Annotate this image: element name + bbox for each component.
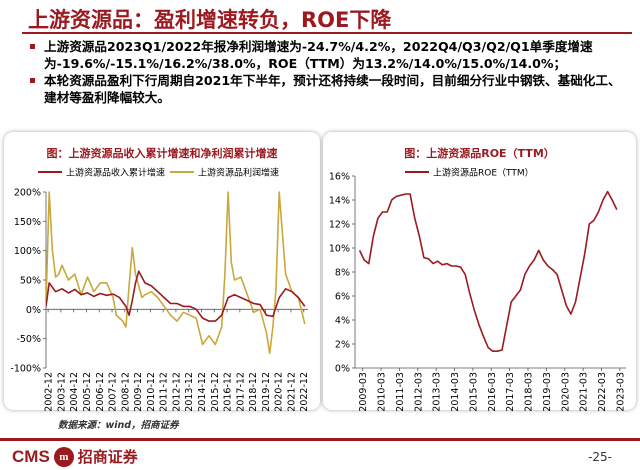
x-tick-label: 2014-03 (450, 372, 461, 412)
chart-title: 图：上游资源品ROE（TTM） (404, 147, 555, 160)
x-tick-label: 2016-12 (223, 372, 234, 412)
x-tick-label: 2006-12 (95, 372, 106, 412)
y-tick-label: 10% (329, 244, 350, 255)
y-tick-label: 8% (335, 268, 350, 279)
y-tick-label: 2% (335, 340, 350, 351)
x-tick-label: 2012-12 (171, 372, 182, 412)
y-tick-label: 200% (14, 188, 41, 199)
x-tick-label: 2021-03 (579, 372, 590, 412)
x-tick-label: 2010-12 (146, 372, 157, 412)
growth-chart: 上游资源品收入累计增速 上游资源品利润增速 -100% -50% 0% 50% 100% 15… (10, 167, 310, 412)
data-source-note: 数据来源：wind，招商证券 (58, 420, 179, 431)
y-tick-label: 100% (14, 246, 41, 257)
x-tick-label: 2011-03 (395, 372, 406, 412)
roe-chart-panel: 图：上游资源品ROE（TTM） 上游资源品ROE（TTM） 0% 2% 4% 6% 8% 1… (323, 132, 636, 412)
logo-cms-text: CMS (12, 446, 50, 466)
roe-chart: 上游资源品ROE（TTM） 0% 2% 4% 6% 8% 10% 12% 14% 16% 2009-… (329, 167, 627, 412)
page-number: -25- (588, 450, 612, 464)
x-tick-label: 2018-12 (248, 372, 259, 412)
growth-chart-panel: 图：上游资源品收入累计增速和净利润累计增速 上游资源品收入累计增速 上游资源品利润… (4, 132, 320, 412)
y-tick-label: 12% (329, 220, 350, 231)
title-underline (22, 32, 632, 34)
y-tick-label: -50% (16, 334, 41, 345)
x-tick-label: 2009-12 (133, 372, 144, 412)
x-tick-label: 2023-03 (615, 372, 626, 412)
x-tick-label: 2020-03 (560, 372, 571, 412)
x-tick-label: 2022-03 (597, 372, 608, 412)
bullet-text: 本轮资源品盈利下行周期自2021年下半年，预计还将持续一段时间，目前细分行业中钢… (44, 73, 621, 105)
logo-seal-icon: m (53, 446, 74, 467)
x-tick-label: 2010-03 (377, 372, 388, 412)
legend-label: 上游资源品ROE（TTM） (433, 167, 534, 179)
y-tick-label: 50% (20, 276, 41, 287)
x-tick-label: 2020-12 (274, 372, 285, 412)
x-tick-label: 2008-12 (120, 372, 131, 412)
x-tick-label: 2021-12 (286, 372, 297, 412)
x-tick-label: 2015-12 (210, 372, 221, 412)
bullet-marker (30, 78, 35, 83)
x-tick-label: 2004-12 (69, 372, 80, 412)
legend-label: 上游资源品利润增速 (198, 167, 279, 179)
footer-rule (0, 438, 640, 441)
x-tick-label: 2003-12 (56, 372, 67, 412)
x-tick-label: 2013-12 (184, 372, 195, 412)
x-tick-label: 2005-12 (82, 372, 93, 412)
y-tick-label: 16% (329, 172, 350, 183)
x-tick-label: 2011-12 (159, 372, 170, 412)
x-tick-label: 2013-03 (432, 372, 443, 412)
x-tick-label: 2022-12 (299, 372, 310, 412)
x-tick-label: 2007-12 (108, 372, 119, 412)
series-line (358, 190, 618, 352)
slide-title: 上游资源品：盈利增速转负，ROE下降 (28, 8, 392, 32)
bullet-item: 本轮资源品盈利下行周期自2021年下半年，预计还将持续一段时间，目前细分行业中钢… (30, 72, 630, 106)
y-tick-label: 150% (14, 217, 41, 228)
y-tick-label: 6% (335, 292, 350, 303)
y-tick-label: 0% (26, 305, 41, 316)
series-line (46, 270, 306, 322)
bullet-text: 上游资源品2023Q1/2022年报净利润增速为-24.7%/4.2%，2022… (44, 39, 593, 71)
y-tick-label: 4% (335, 316, 350, 327)
y-tick-label: 0% (335, 364, 350, 375)
x-tick-label: 2015-03 (468, 372, 479, 412)
x-tick-label: 2019-12 (261, 372, 272, 412)
x-tick-label: 2016-03 (487, 372, 498, 412)
x-tick-label: 2009-03 (358, 372, 369, 412)
company-logo: CMS m 招商证券 (12, 446, 138, 467)
legend-label: 上游资源品收入累计增速 (66, 167, 165, 179)
x-tick-label: 2017-03 (505, 372, 516, 412)
x-tick-label: 2012-03 (413, 372, 424, 412)
x-tick-label: 2019-03 (542, 372, 553, 412)
bullet-list: 上游资源品2023Q1/2022年报净利润增速为-24.7%/4.2%，2022… (30, 38, 630, 106)
x-tick-label: 2018-03 (524, 372, 535, 412)
chart-title: 图：上游资源品收入累计增速和净利润累计增速 (46, 147, 278, 160)
x-tick-label: 2017-12 (235, 372, 246, 412)
x-tick-label: 2002-12 (44, 372, 55, 412)
x-tick-label: 2014-12 (197, 372, 208, 412)
bullet-marker (30, 44, 35, 49)
y-tick-label: 14% (329, 196, 350, 207)
logo-company-name: 招商证券 (77, 448, 138, 466)
y-tick-label: -100% (10, 364, 41, 375)
bullet-item: 上游资源品2023Q1/2022年报净利润增速为-24.7%/4.2%，2022… (30, 38, 630, 72)
series-line (46, 191, 306, 355)
